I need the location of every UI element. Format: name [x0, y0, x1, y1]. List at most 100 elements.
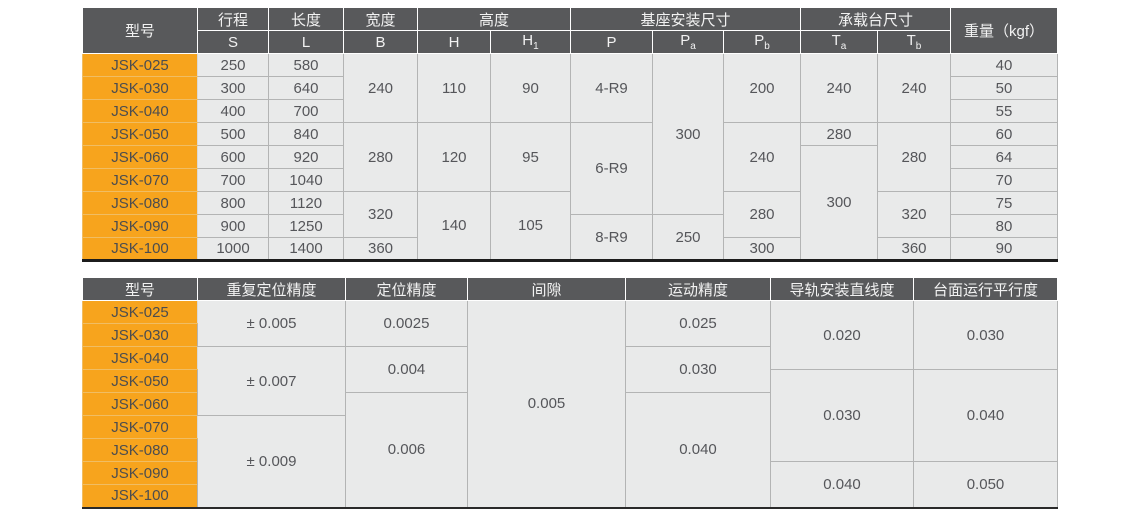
value-cell: 0.040 [913, 369, 1058, 462]
table1-column-header: 宽度 [343, 7, 418, 31]
model-cell: JSK-080 [82, 438, 198, 462]
value-cell: 200 [723, 53, 801, 123]
model-cell: JSK-070 [82, 415, 198, 439]
subscript-label: b [764, 41, 770, 52]
table-row: JSK-060 600 920 300 64 [82, 145, 1058, 261]
value-cell: 280 [800, 122, 878, 146]
value-cell: 0.030 [913, 300, 1058, 370]
value-cell: 80 [950, 214, 1058, 238]
value-cell: 6-R9 [570, 122, 653, 215]
table1-column-header: Tb [877, 30, 951, 54]
model-cell: JSK-025 [82, 300, 198, 324]
value-cell: 300 [652, 53, 724, 215]
value-cell: 240 [343, 53, 418, 123]
dimensions-table: 型号 行程 长度 宽度 高度 基座安装尺寸 承载台尺寸 重量（kgf） S L B H H1 P Pa Pb T… [82, 7, 1058, 262]
value-cell: 4-R9 [570, 53, 653, 123]
table1-column-header: 基座安装尺寸 [570, 7, 801, 31]
table1-column-header: Pa [652, 30, 724, 54]
value-cell: 8-R9 [570, 214, 653, 261]
value-cell: ± 0.007 [197, 346, 346, 416]
value-cell: 40 [950, 53, 1058, 77]
subscript-label: a [840, 41, 847, 52]
value-cell: 90 [490, 53, 571, 123]
table-row: JSK-070 ± 0.009 [82, 415, 1058, 508]
model-cell: JSK-030 [82, 76, 198, 100]
value-cell: 120 [417, 122, 491, 192]
table1-header-row: S L B H H1 P Pa Pb Ta Tb [83, 30, 1058, 54]
value-cell: 105 [490, 191, 571, 261]
table1-column-header: B [343, 30, 418, 54]
table-row: JSK-100 1000 1400 360 300 360 90 [82, 237, 1058, 261]
table1-column-header: 长度 [268, 7, 344, 31]
model-cell: JSK-080 [82, 191, 198, 215]
value-cell: 0.050 [913, 461, 1058, 508]
value-cell: 1120 [268, 191, 344, 215]
table1-column-header: Ta [800, 30, 878, 54]
value-cell: 580 [268, 53, 344, 77]
value-cell: 250 [197, 53, 269, 77]
table-row: JSK-080 800 1120 320 140 105 280 320 75 [82, 191, 1058, 261]
model-cell: JSK-030 [82, 323, 198, 347]
table-row: JSK-025 250 580 240 110 90 4-R9 300 200 240 240 40 [82, 53, 1058, 215]
value-cell: 700 [268, 99, 344, 123]
value-cell: 0.005 [467, 300, 626, 508]
value-cell: 320 [877, 191, 951, 238]
value-cell: 920 [268, 145, 344, 169]
value-cell: 1250 [268, 214, 344, 238]
table1-header-row: 型号 行程 长度 宽度 高度 基座安装尺寸 承载台尺寸 重量（kgf） [82, 7, 1058, 54]
table2-column-header: 定位精度 [345, 277, 468, 301]
table1-column-header: H [417, 30, 491, 54]
table1-column-header: P [570, 30, 653, 54]
value-cell: 0.0025 [345, 300, 468, 347]
value-cell: 60 [950, 122, 1058, 146]
value-cell: 800 [197, 191, 269, 215]
value-cell: 95 [490, 122, 571, 192]
value-cell: 55 [950, 99, 1058, 123]
value-cell: 64 [950, 145, 1058, 169]
table-row: JSK-030 [82, 323, 1058, 347]
value-cell: 700 [197, 168, 269, 192]
table1-column-header: L [268, 30, 344, 54]
table1-column-header: 重量（kgf） [950, 7, 1058, 54]
model-cell: JSK-100 [82, 484, 198, 508]
table-row: JSK-050 500 840 280 120 95 6-R9 240 280 280 60 [82, 122, 1058, 215]
value-cell: 250 [652, 214, 724, 261]
model-cell: JSK-100 [82, 237, 198, 261]
table-row: JSK-100 [82, 484, 1058, 508]
table-row: JSK-050 0.030 0.040 [82, 369, 1058, 462]
value-cell: 300 [197, 76, 269, 100]
table2-column-header: 重复定位精度 [197, 277, 346, 301]
value-cell: ± 0.005 [197, 300, 346, 347]
table2-column-header: 间隙 [467, 277, 626, 301]
model-cell: JSK-050 [82, 369, 198, 393]
table-row: JSK-090 0.040 0.050 [82, 461, 1058, 508]
value-cell: 50 [950, 76, 1058, 100]
value-cell: 1040 [268, 168, 344, 192]
model-cell: JSK-060 [82, 392, 198, 416]
value-cell: 0.030 [770, 369, 914, 462]
value-cell: 75 [950, 191, 1058, 215]
precision-table: 型号 重复定位精度 定位精度 间隙 运动精度 导轨安装直线度 台面运行平行度 JSK-025 ±… [82, 277, 1058, 509]
table1-column-header: S [197, 30, 269, 54]
model-cell: JSK-090 [82, 214, 198, 238]
model-cell: JSK-040 [82, 346, 198, 370]
table2-column-header: 型号 [82, 277, 198, 301]
table1-header: 型号 行程 长度 宽度 高度 基座安装尺寸 承载台尺寸 重量（kgf） S L B H H1 P Pa Pb T… [82, 7, 1058, 54]
value-cell: 140 [417, 191, 491, 261]
value-cell: 1000 [197, 237, 269, 261]
value-cell: 840 [268, 122, 344, 146]
table1-column-header: H1 [490, 30, 571, 54]
value-cell: 70 [950, 168, 1058, 192]
subscript-label: a [690, 41, 696, 52]
value-cell: 0.004 [345, 346, 468, 393]
table2-body: JSK-025 ± 0.005 0.0025 0.005 0.025 0.020 0.030… [82, 300, 1058, 508]
value-cell: 320 [343, 191, 418, 238]
table2-column-header: 运动精度 [625, 277, 771, 301]
value-cell: 360 [877, 237, 951, 261]
model-cell: JSK-060 [82, 145, 198, 169]
value-cell: 640 [268, 76, 344, 100]
table1-column-header: 型号 [82, 7, 198, 54]
model-cell: JSK-050 [82, 122, 198, 146]
table1-column-header: Pb [723, 30, 801, 54]
